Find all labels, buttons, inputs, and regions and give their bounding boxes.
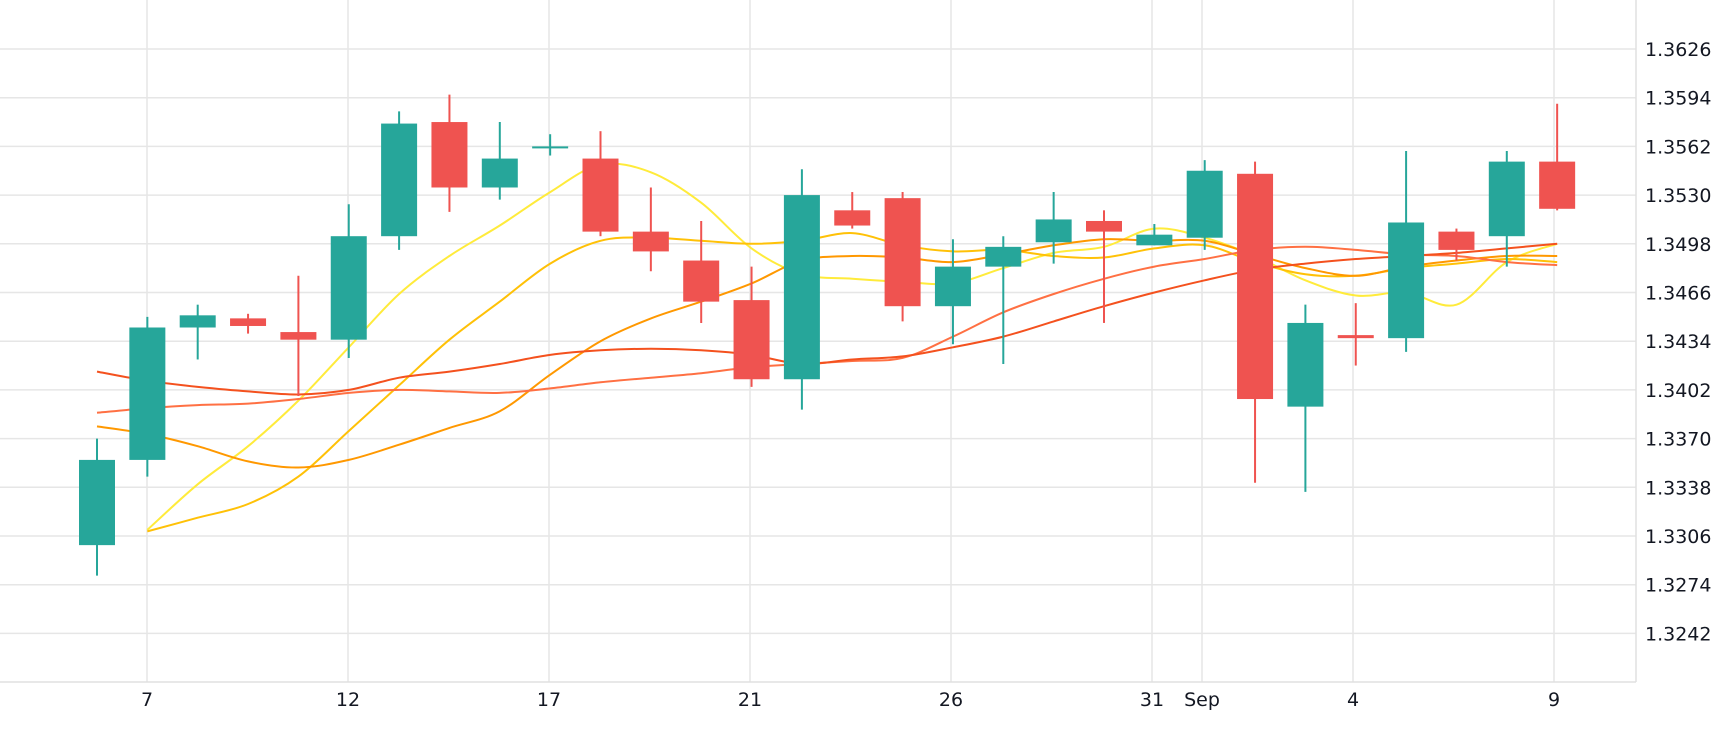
candle-body (934, 266, 971, 307)
candle (431, 94, 468, 212)
candle (1388, 150, 1425, 352)
moving-average-line-4 (96, 245, 1558, 414)
x-tick-label: 12 (336, 689, 360, 711)
candle (1186, 160, 1223, 250)
candle-body (834, 210, 871, 226)
candle (381, 111, 418, 250)
candle (1237, 161, 1274, 483)
candle (129, 316, 166, 477)
y-tick-label: 1.3306 (1645, 526, 1711, 548)
y-tick-label: 1.3594 (1645, 88, 1711, 110)
x-tick-label: 31 (1140, 689, 1164, 711)
y-tick-label: 1.3274 (1645, 575, 1711, 597)
y-tick-label: 1.3242 (1645, 623, 1711, 645)
candles (79, 94, 1576, 576)
y-tick-label: 1.3530 (1645, 185, 1711, 207)
candle-body (1086, 220, 1122, 232)
price-axis-labels: 1.3626 1.3594 1.3562 1.3530 1.3498 1.3466 1.34… (1645, 39, 1711, 645)
candle (532, 134, 569, 156)
x-tick-label: 26 (939, 689, 963, 711)
candle (1086, 210, 1122, 323)
candle-body (783, 195, 820, 380)
candle (632, 187, 669, 272)
candle-body (1337, 335, 1374, 339)
candle-body (1539, 161, 1576, 209)
x-tick-label: 21 (738, 689, 762, 711)
x-tick-label: 17 (537, 689, 561, 711)
candle (783, 169, 820, 410)
candle-body (1186, 170, 1223, 238)
candle-body (1035, 219, 1072, 243)
y-tick-label: 1.3402 (1645, 380, 1711, 402)
x-tick-label: Sep (1184, 689, 1220, 711)
candle-body (230, 318, 267, 326)
candle (1438, 228, 1475, 261)
candle-body (1237, 173, 1274, 400)
candle-body (683, 260, 720, 302)
candle (1539, 103, 1576, 211)
candle-body (1488, 161, 1525, 237)
candle (582, 131, 619, 237)
candle-body (1136, 234, 1173, 246)
candle-body (733, 300, 770, 380)
candle (330, 204, 367, 358)
candle (834, 192, 871, 229)
y-tick-label: 1.3626 (1645, 39, 1711, 61)
candle-body (1388, 222, 1425, 339)
candle-body (884, 198, 921, 307)
y-tick-label: 1.3434 (1645, 331, 1711, 353)
candle-body (1438, 231, 1475, 250)
candle (1488, 150, 1525, 267)
candle-body (532, 146, 569, 149)
y-tick-label: 1.3562 (1645, 136, 1711, 158)
candle (230, 313, 267, 334)
y-tick-label: 1.3370 (1645, 429, 1711, 451)
candle-body (1287, 322, 1324, 407)
candle-body (381, 123, 418, 237)
moving-average-line-5 (96, 242, 1558, 396)
candle (1337, 303, 1374, 366)
candle (481, 122, 518, 200)
candle-body (129, 327, 166, 460)
candle-body (431, 122, 468, 188)
candle (985, 236, 1022, 365)
y-tick-label: 1.3338 (1645, 477, 1711, 499)
candle (280, 275, 317, 396)
candle (1287, 304, 1324, 492)
moving-average-line-3 (96, 238, 1558, 469)
y-tick-label: 1.3466 (1645, 283, 1711, 305)
candle-body (280, 332, 317, 340)
candle-body (632, 231, 669, 252)
moving-average-line-2 (147, 232, 1558, 533)
moving-average-line-1 (146, 162, 1558, 531)
candle (884, 192, 921, 322)
candle-body (481, 158, 518, 188)
candle (733, 266, 770, 387)
candle-body (79, 459, 115, 546)
x-tick-label: 9 (1548, 689, 1560, 711)
moving-average-lines (96, 162, 1558, 533)
candle-body (179, 315, 216, 328)
candle (79, 438, 115, 576)
candle (179, 304, 216, 360)
x-tick-label: 4 (1347, 689, 1359, 711)
candle (1136, 224, 1173, 246)
candle-body (582, 158, 619, 232)
candle (683, 220, 720, 323)
candle (1035, 192, 1072, 264)
candle-body (985, 246, 1022, 267)
time-axis-labels: 7 12 17 21 26 31 Sep 4 9 (141, 689, 1560, 711)
candle (934, 239, 971, 345)
x-tick-label: 7 (141, 689, 153, 711)
y-tick-label: 1.3498 (1645, 234, 1711, 256)
candle-body (330, 236, 367, 340)
